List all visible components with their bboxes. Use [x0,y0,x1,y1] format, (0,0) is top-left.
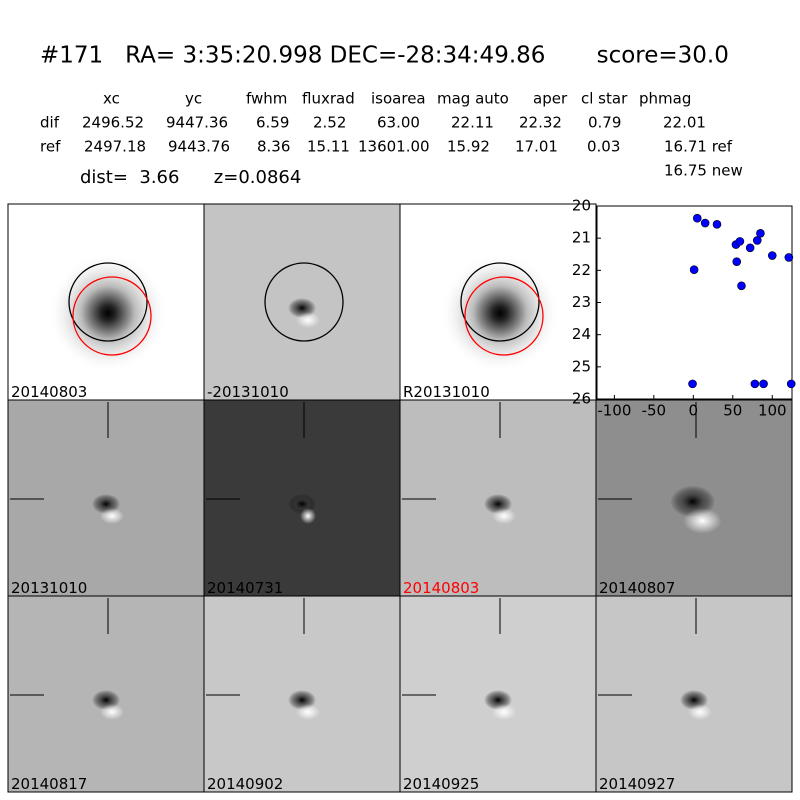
source [48,253,168,373]
x-tick-label: -100 [597,402,631,420]
table-cell: 15.92 [447,138,490,156]
table-cell: 2496.52 [82,114,144,132]
table-cell: 8.36 [257,138,290,156]
aperture [460,262,540,342]
panel-label: R20131010 [403,383,490,401]
table-cell: 22.01 [663,114,706,132]
table-cell: 6.59 [256,114,289,132]
panel-label: 20140925 [403,775,479,793]
point [752,236,762,245]
point [750,379,760,389]
distance: dist= 3.66 z=0.0864 [80,167,301,188]
y-tick-label: 26 [572,390,591,408]
aperture-ref [464,276,544,356]
y-tick-label: 23 [572,293,591,311]
source [440,253,560,373]
table-cell: 22.32 [519,114,562,132]
residual-light [100,508,124,524]
x-tick-label: 100 [758,402,787,420]
point [712,220,722,229]
residual-light [492,508,516,524]
table-cell: 0.03 [587,138,620,156]
residual-light [100,704,124,720]
table-cell: 22.11 [451,114,494,132]
column-header: yc [185,90,202,108]
title: #171 RA= 3:35:20.998 DEC=-28:34:49.86 sc… [40,43,729,69]
x-tick-label: 50 [723,402,742,420]
point [767,251,777,260]
panel-label: 20140807 [599,579,675,597]
point [688,379,697,389]
table-cell: 16.71 ref [664,138,733,156]
panel-label: 20140927 [599,775,675,793]
aperture [264,262,344,342]
point [732,257,742,266]
column-header: isoarea [371,90,426,108]
panel-label: 20131010 [11,579,87,597]
y-tick-label: 22 [572,261,591,279]
table-cell: 63.00 [377,114,420,132]
table-cell: 13601.00 [358,138,430,156]
point [756,229,765,238]
point [784,253,794,262]
table-cell: dif [40,114,60,132]
x-tick-label: 0 [689,402,699,420]
aperture [68,262,148,342]
column-header: fwhm [246,90,287,108]
point [700,218,710,228]
table-cell: 0.79 [588,114,621,132]
panel-label: -20131010 [207,383,289,401]
aperture-ref [72,276,152,356]
x-tick-label: -50 [642,402,667,420]
table-cell: 17.01 [515,138,558,156]
table-cell: ref [40,138,61,156]
y-tick-label: 24 [572,325,591,343]
panel-label: 20140731 [207,579,283,597]
residual-light [296,704,320,720]
y-tick-label: 25 [572,357,591,375]
column-header: xc [103,90,120,108]
residual-light [688,704,712,720]
column-header: fluxrad [302,90,355,108]
column-header: aper [533,90,568,108]
point [759,379,768,389]
point [735,237,745,246]
column-header: phmag [639,90,691,108]
point [786,379,796,389]
point [689,265,699,274]
residual-light [296,312,320,328]
extra-mag: 16.75 new [664,162,743,180]
table-cell: 15.11 [307,138,350,156]
column-header: mag auto [437,90,509,108]
panel-label: 20140902 [207,775,283,793]
panel-label: 20140803 [403,579,479,597]
panel-label: 20140817 [11,775,87,793]
table-cell: 9443.76 [168,138,230,156]
residual-light [492,704,516,720]
y-tick-label: 20 [572,197,591,215]
y-tick-label: 21 [572,229,591,247]
panel-label: 20140803 [11,383,87,401]
column-header: cl star [581,90,628,108]
table-cell: 2497.18 [84,138,146,156]
point [737,281,746,291]
point [745,243,755,253]
table-cell: 2.52 [313,114,346,132]
residual-light [300,508,316,524]
point [692,213,702,223]
residual-light [683,508,722,534]
table-cell: 9447.36 [166,114,228,132]
